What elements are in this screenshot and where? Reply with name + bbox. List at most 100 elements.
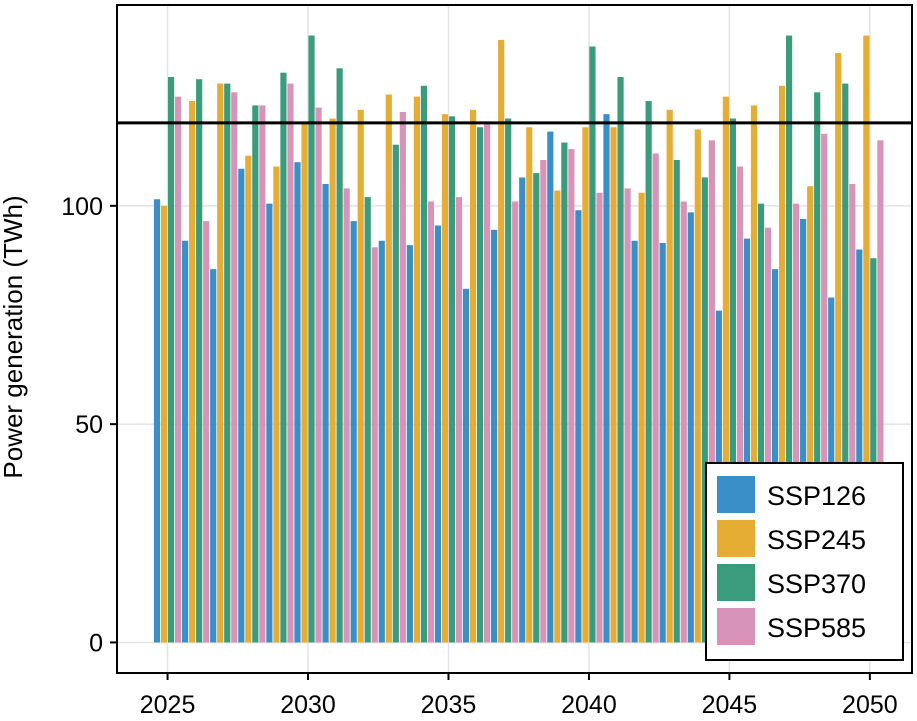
bar-ssp245-2040 (582, 127, 589, 643)
bar-ssp245-2036 (469, 109, 477, 643)
legend-label-ssp245: SSP245 (767, 525, 866, 555)
bar-ssp585-2044 (708, 140, 715, 643)
bar-ssp585-2042 (652, 153, 659, 643)
bar-ssp245-2039 (554, 190, 561, 643)
bar-ssp126-2028 (238, 168, 245, 643)
bar-ssp585-2029 (287, 83, 294, 643)
bar-ssp245-2037 (498, 39, 505, 643)
x-tick-label: 2040 (561, 691, 617, 719)
bar-ssp585-2047 (793, 203, 800, 643)
bar-ssp126-2043 (659, 242, 666, 643)
bar-ssp370-2046 (757, 203, 765, 643)
bar-ssp370-2047 (786, 35, 793, 643)
legend: SSP126 SSP245 SSP370 SSP585 (705, 462, 904, 661)
legend-swatch-ssp126 (717, 476, 755, 513)
y-tick-label: 0 (89, 629, 103, 657)
bar-ssp126-2042 (631, 240, 638, 643)
bar-ssp126-2041 (603, 114, 610, 643)
bar-ssp370-2040 (589, 46, 596, 643)
bar-ssp126-2029 (266, 203, 273, 643)
bar-ssp370-2039 (561, 142, 568, 643)
bar-ssp585-2046 (764, 227, 772, 643)
bar-ssp585-2041 (624, 188, 631, 643)
bar-ssp126-2050 (856, 249, 863, 643)
y-tick-label: 100 (61, 193, 103, 221)
bar-ssp585-2038 (540, 159, 547, 643)
bar-ssp585-2035 (455, 197, 463, 643)
bar-ssp245-2044 (694, 129, 701, 643)
bar-ssp370-2028 (252, 105, 259, 643)
bar-ssp245-2050 (863, 35, 870, 643)
bar-ssp126-2025 (153, 199, 161, 643)
bar-ssp370-2029 (280, 72, 287, 643)
bar-ssp245-2033 (385, 94, 392, 643)
bar-ssp585-2033 (399, 111, 406, 643)
legend-swatch-ssp245 (717, 520, 755, 557)
legend-label-ssp370: SSP370 (767, 569, 866, 599)
bar-ssp585-2048 (821, 133, 828, 643)
x-tick-label: 2030 (280, 691, 336, 719)
bar-ssp245-2031 (329, 118, 336, 643)
bar-ssp370-2037 (505, 118, 512, 643)
bar-ssp245-2025 (160, 205, 168, 643)
bar-ssp585-2036 (484, 122, 491, 643)
x-tick-label: 2025 (140, 691, 196, 719)
bar-ssp370-2034 (420, 85, 427, 643)
bar-ssp245-2026 (189, 101, 196, 643)
bar-ssp245-2042 (638, 192, 645, 643)
legend-label-ssp126: SSP126 (767, 481, 866, 511)
bar-ssp245-2030 (301, 122, 308, 643)
bar-ssp370-2043 (673, 159, 680, 643)
bar-ssp245-2047 (778, 85, 786, 643)
bar-ssp126-2032 (350, 221, 357, 643)
x-tick-label: 2045 (702, 691, 758, 719)
plot-frame (116, 4, 913, 674)
bar-ssp585-2027 (231, 92, 238, 643)
bar-ssp245-2032 (357, 109, 364, 643)
bar-ssp585-2049 (849, 184, 856, 643)
bar-ssp126-2040 (575, 210, 582, 643)
bar-ssp585-2034 (427, 201, 435, 643)
bar-ssp245-2046 (750, 105, 758, 643)
x-axis-ticks: 2025 2030 2035 2040 2045 2050 (140, 673, 898, 719)
legend-swatch-ssp585 (717, 608, 755, 645)
bar-ssp245-2049 (835, 53, 842, 643)
bar-ssp126-2047 (771, 269, 779, 643)
bar-ssp126-2037 (491, 229, 498, 643)
bar-ssp370-2038 (533, 173, 540, 643)
bar-ssp126-2036 (462, 288, 470, 643)
bar-ssp370-2025 (167, 77, 175, 643)
x-tick-label: 2035 (421, 691, 477, 719)
bar-ssp585-2028 (259, 105, 266, 643)
bar-ssp126-2026 (182, 240, 189, 643)
bar-ssp370-2045 (729, 118, 737, 643)
bar-ssp126-2038 (519, 177, 526, 643)
bar-ssp370-2044 (701, 177, 708, 643)
bar-ssp585-2040 (596, 192, 603, 643)
bar-ssp370-2032 (364, 197, 371, 643)
bar-ssp585-2026 (203, 221, 210, 643)
bar-ssp585-2039 (568, 149, 575, 643)
bar-ssp126-2027 (210, 269, 217, 643)
bar-ssp370-2041 (617, 77, 624, 643)
y-tick-label: 50 (75, 411, 103, 439)
bar-ssp585-2045 (736, 166, 744, 643)
bar-ssp370-2027 (224, 83, 231, 643)
bar-ssp370-2031 (336, 68, 343, 643)
bar-ssp126-2034 (406, 245, 413, 643)
bar-ssp245-2029 (273, 166, 280, 643)
bar-ssp370-2026 (196, 79, 203, 643)
bar-ssp245-2038 (526, 127, 533, 643)
bar-ssp245-2048 (807, 186, 814, 643)
bar-ssp245-2045 (722, 96, 729, 643)
bar-ssp585-2030 (315, 107, 322, 643)
bar-ssp370-2033 (392, 144, 399, 643)
bar-ssp245-2028 (245, 155, 252, 643)
bar-ssp585-2043 (680, 201, 687, 643)
bar-ssp245-2041 (610, 127, 617, 643)
bar-ssp126-2033 (378, 240, 385, 643)
bar-ssp585-2031 (343, 188, 350, 643)
y-axis-ticks: 0 50 100 (61, 193, 117, 657)
bar-ssp245-2034 (413, 96, 420, 643)
